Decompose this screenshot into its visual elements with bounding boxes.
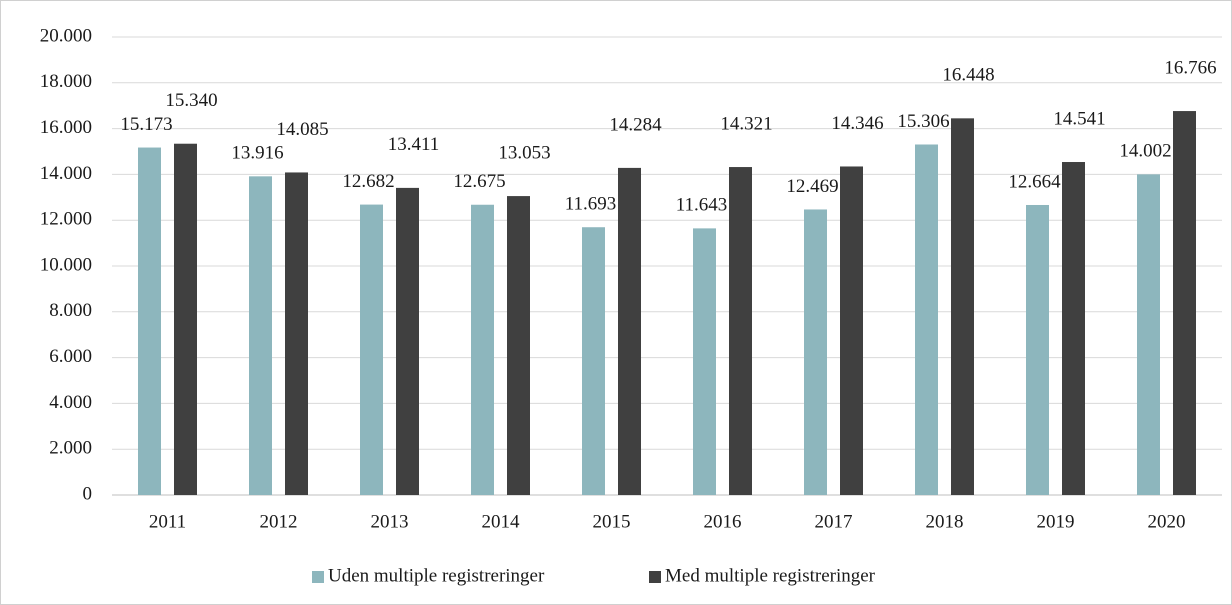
legend-swatch (312, 571, 324, 583)
y-tick-label: 18.000 (40, 71, 92, 92)
data-label: 14.002 (1119, 141, 1171, 162)
data-label: 12.682 (342, 171, 394, 192)
bar (582, 227, 605, 496)
data-label: 15.340 (165, 90, 217, 111)
x-tick-label: 2011 (149, 511, 186, 532)
bar (951, 118, 974, 496)
data-label: 13.916 (231, 143, 283, 164)
bar (693, 228, 716, 495)
bar (1026, 204, 1049, 496)
y-tick-label: 2.000 (49, 438, 92, 459)
x-tick-label: 2012 (260, 511, 298, 532)
y-tick-label: 20.000 (40, 25, 92, 46)
x-tick-label: 2020 (1148, 511, 1186, 532)
data-label: 14.541 (1053, 108, 1105, 129)
legend-swatch (649, 571, 661, 583)
bar (729, 167, 752, 495)
bar (1137, 174, 1160, 496)
y-tick-label: 0 (83, 483, 93, 504)
y-tick-label: 6.000 (49, 346, 92, 367)
data-label: 13.411 (388, 134, 440, 155)
bar (507, 196, 530, 495)
bar (840, 166, 863, 495)
data-label: 14.284 (609, 114, 662, 135)
bar (285, 172, 308, 496)
y-tick-label: 8.000 (49, 300, 92, 321)
data-label: 15.306 (897, 111, 949, 132)
data-label: 16.448 (942, 65, 994, 86)
y-tick-label: 12.000 (40, 209, 92, 230)
legend-label: Med multiple registreringer (665, 565, 876, 586)
data-label: 12.675 (453, 171, 505, 192)
bar (1062, 162, 1085, 495)
bar (915, 144, 938, 495)
bar (1173, 111, 1196, 496)
bar (360, 204, 383, 495)
x-tick-label: 2016 (704, 511, 742, 532)
y-tick-label: 10.000 (40, 254, 92, 275)
x-tick-label: 2019 (1037, 511, 1075, 532)
bar (249, 176, 272, 495)
bar (396, 187, 419, 495)
x-tick-label: 2015 (593, 511, 631, 532)
data-label: 11.693 (565, 194, 617, 215)
bar (618, 167, 641, 495)
y-tick-label: 16.000 (40, 117, 92, 138)
bar (138, 147, 161, 495)
data-label: 16.766 (1164, 57, 1216, 78)
x-tick-label: 2017 (815, 511, 853, 532)
legend-label: Uden multiple registreringer (328, 565, 545, 586)
bar (804, 209, 827, 495)
x-tick-label: 2014 (482, 511, 521, 532)
bar (174, 143, 197, 496)
data-label: 12.664 (1008, 171, 1061, 192)
data-label: 14.346 (831, 113, 883, 134)
data-label: 14.085 (276, 119, 328, 140)
data-label: 15.173 (120, 114, 172, 135)
x-tick-label: 2013 (371, 511, 409, 532)
y-tick-label: 14.000 (40, 163, 92, 184)
bar (471, 204, 494, 495)
data-label: 12.469 (786, 176, 838, 197)
x-tick-label: 2018 (926, 511, 964, 532)
y-tick-label: 4.000 (49, 392, 92, 413)
data-label: 14.321 (720, 113, 772, 134)
data-label: 11.643 (676, 195, 728, 216)
data-label: 13.053 (498, 142, 550, 163)
